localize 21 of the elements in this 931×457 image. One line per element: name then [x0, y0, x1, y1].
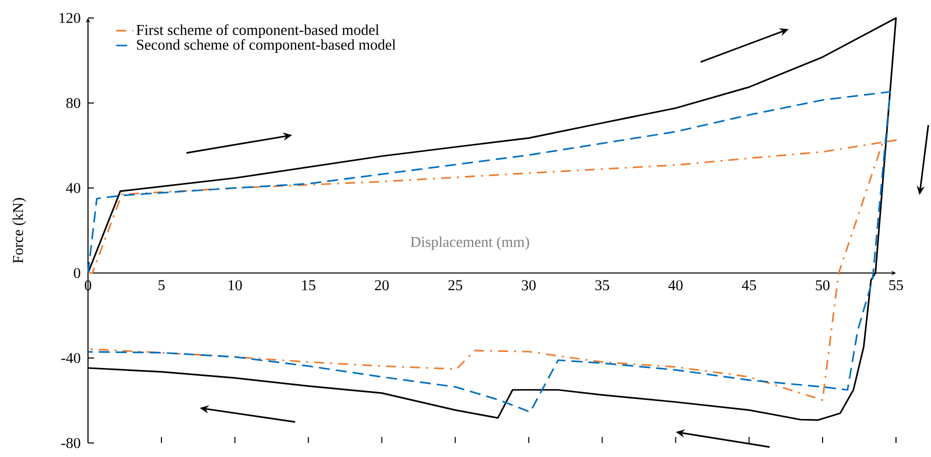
- y-tick-label: 80: [66, 98, 80, 108]
- y-tick-label: -40: [61, 352, 80, 364]
- x-tick-label: 10: [228, 280, 242, 290]
- x-tick-label: 20: [374, 280, 389, 290]
- x-tick-label: 40: [668, 280, 683, 290]
- x-tick-label: 55: [889, 280, 903, 290]
- x-tick-label: 5: [158, 280, 165, 290]
- y-axis-title: Force (kN): [12, 198, 26, 264]
- x-axis-title: Displacement (mm): [410, 236, 530, 250]
- x-tick-label: 30: [522, 280, 536, 290]
- y-tick-label: 0: [74, 268, 80, 278]
- x-tick-label: 15: [302, 280, 316, 290]
- x-tick-label: 45: [742, 280, 756, 290]
- y-tick-label: 40: [66, 182, 80, 194]
- legend-label: First scheme of component-based model: [136, 24, 380, 38]
- legend-label: Second scheme of component-based model: [137, 39, 396, 53]
- y-tick-label: 120: [60, 12, 80, 24]
- x-tick-label: 25: [448, 280, 462, 290]
- x-tick-label: 35: [595, 280, 610, 290]
- y-tick-label: -80: [61, 438, 80, 448]
- x-tick-label: 50: [816, 280, 830, 290]
